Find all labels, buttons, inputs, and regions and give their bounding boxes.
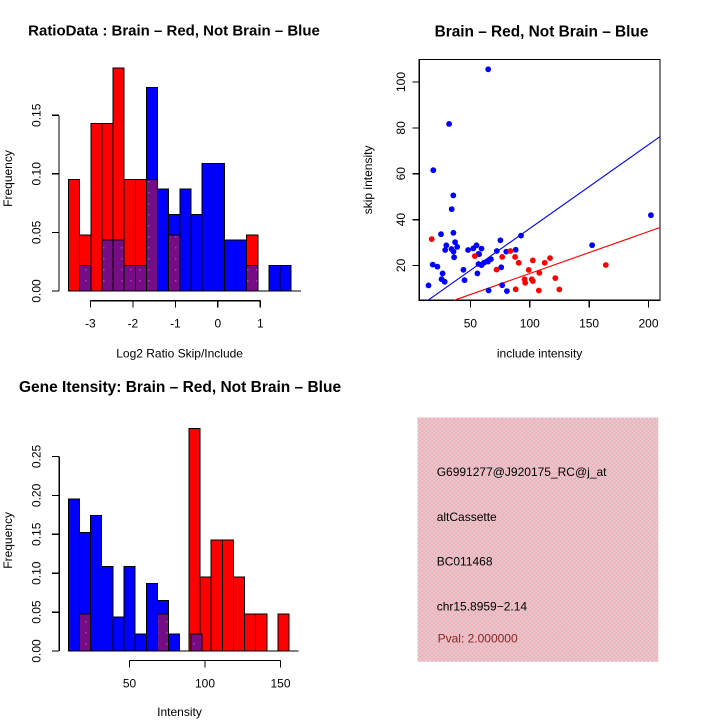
svg-text:80: 80	[394, 121, 408, 135]
svg-text:200: 200	[638, 317, 658, 331]
svg-text:0: 0	[214, 317, 221, 331]
svg-text:150: 150	[270, 676, 290, 690]
svg-text:-3: -3	[85, 317, 96, 331]
svg-text:include intensity: include intensity	[497, 347, 582, 361]
svg-text:50: 50	[123, 676, 137, 690]
svg-text:0.15: 0.15	[30, 522, 44, 546]
svg-text:BC011468: BC011468	[437, 554, 493, 568]
svg-text:Log2 Ratio Skip/Include: Log2 Ratio Skip/Include	[116, 347, 243, 361]
svg-text:0.10: 0.10	[30, 162, 44, 186]
svg-text:100: 100	[520, 317, 540, 331]
svg-text:0.10: 0.10	[30, 561, 44, 585]
svg-text:50: 50	[464, 317, 478, 331]
svg-text:60: 60	[394, 167, 408, 181]
svg-text:0.20: 0.20	[30, 483, 44, 507]
svg-text:0.05: 0.05	[30, 220, 44, 244]
svg-text:0.15: 0.15	[30, 103, 44, 127]
svg-text:0.05: 0.05	[30, 600, 44, 624]
svg-text:1: 1	[257, 317, 264, 331]
svg-text:-2: -2	[128, 317, 139, 331]
svg-text:100: 100	[195, 676, 215, 690]
svg-text:altCassette: altCassette	[437, 510, 497, 524]
svg-text:skip intensity: skip intensity	[361, 146, 375, 215]
svg-text:Frequency: Frequency	[1, 512, 15, 569]
svg-text:150: 150	[579, 317, 599, 331]
svg-text:-1: -1	[170, 317, 181, 331]
svg-text:G6991277@J920175_RC@j_at: G6991277@J920175_RC@j_at	[437, 465, 607, 479]
svg-text:20: 20	[394, 258, 408, 272]
svg-text:0.00: 0.00	[30, 639, 44, 663]
svg-text:0.25: 0.25	[30, 444, 44, 468]
svg-text:40: 40	[394, 213, 408, 227]
svg-text:0.00: 0.00	[30, 279, 44, 303]
svg-text:chr15.8959−2.14: chr15.8959−2.14	[437, 599, 528, 613]
svg-text:Gene Itensity: Brain – Red, No: Gene Itensity: Brain – Red, Not Brain – …	[19, 379, 342, 396]
svg-text:100: 100	[394, 72, 408, 92]
svg-text:Brain – Red, Not Brain – Blue: Brain – Red, Not Brain – Blue	[435, 24, 649, 41]
svg-text:Pval: 2.000000: Pval: 2.000000	[438, 631, 518, 645]
svg-text:RatioData : Brain – Red, Not B: RatioData : Brain – Red, Not Brain – Blu…	[28, 23, 320, 40]
svg-text:Intensity: Intensity	[157, 705, 202, 719]
svg-text:Frequency: Frequency	[1, 150, 15, 207]
